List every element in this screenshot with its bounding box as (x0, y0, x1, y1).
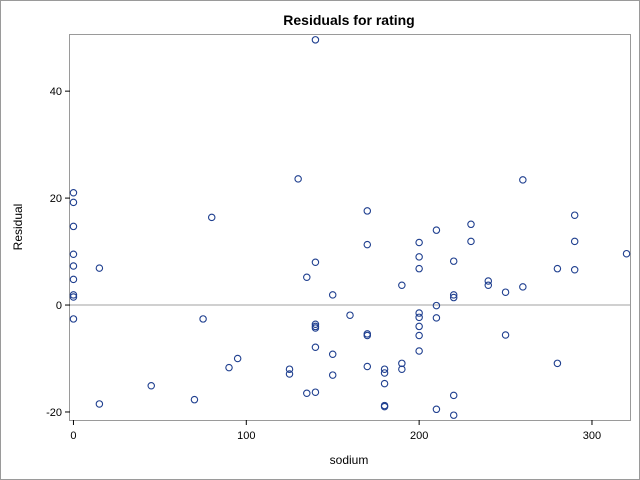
residual-point (303, 273, 311, 281)
residual-point (398, 365, 406, 373)
residual-point (311, 36, 320, 44)
residual-point (311, 343, 320, 352)
residual-point (553, 359, 562, 368)
residual-point (415, 264, 423, 273)
residual-point (95, 264, 104, 272)
residual-point (432, 301, 441, 310)
residual-point (484, 277, 493, 285)
plot-area (69, 34, 631, 421)
residual-point (415, 238, 423, 247)
residual-point (570, 237, 579, 246)
residual-point (294, 175, 302, 183)
x-tick-label: 100 (237, 430, 255, 442)
residual-point (553, 264, 562, 273)
residual-point (570, 211, 579, 219)
residual-point (380, 379, 389, 388)
residual-point (519, 283, 527, 291)
residual-point (415, 313, 423, 322)
residual-point (311, 388, 320, 396)
residual-point (432, 314, 441, 322)
residual-point (311, 324, 320, 332)
residual-point (484, 281, 493, 289)
x-tick-label: 0 (70, 430, 76, 442)
x-tick-label: 300 (583, 430, 601, 442)
residual-point (69, 293, 78, 301)
residual-point (190, 395, 199, 404)
residual-point (328, 371, 337, 379)
x-tick-label: 200 (410, 430, 428, 442)
residual-point (570, 265, 579, 274)
residual-point (415, 322, 423, 331)
residual-point (449, 291, 458, 299)
residual-point (449, 257, 458, 265)
residual-point (199, 315, 207, 323)
residual-point (519, 176, 527, 184)
residual-point (311, 258, 320, 267)
residual-point (69, 198, 78, 207)
residual-point (467, 220, 475, 229)
residual-point (285, 365, 294, 373)
residual-point (380, 369, 389, 377)
residual-point (285, 370, 294, 378)
residual-point (467, 237, 475, 246)
residual-point (363, 362, 372, 371)
y-tick-label: -20 (46, 407, 62, 419)
residual-point (233, 354, 242, 363)
residual-point (69, 315, 78, 323)
residual-point (363, 240, 372, 249)
chart-title: Residuals for rating (283, 12, 414, 28)
residual-point (147, 382, 155, 390)
residual-point (69, 222, 78, 231)
residual-point (449, 411, 458, 419)
y-tick-label: 40 (50, 86, 62, 98)
residual-point (415, 309, 423, 317)
x-axis-label: sodium (330, 453, 369, 467)
residual-point (69, 250, 78, 258)
residual-point (449, 293, 458, 302)
residual-point (303, 389, 311, 398)
residual-point (432, 226, 441, 234)
residual-point (380, 402, 389, 411)
residual-point (69, 275, 78, 284)
residual-point (328, 291, 337, 299)
residual-point (363, 207, 372, 215)
residual-point (501, 288, 510, 296)
residual-point (415, 253, 423, 261)
residual-point (69, 262, 78, 270)
residual-point (225, 363, 233, 372)
residual-point (415, 331, 423, 340)
residual-point (311, 320, 320, 329)
residual-point (622, 249, 631, 258)
residual-point (328, 350, 337, 358)
residual-point (415, 347, 423, 355)
residual-point (95, 400, 104, 408)
y-axis-label: Residual (11, 204, 25, 251)
residual-point (69, 188, 78, 197)
residual-point (207, 213, 216, 222)
y-tick-label: 20 (50, 193, 62, 205)
residual-point (449, 391, 458, 400)
residual-point (69, 291, 78, 299)
residual-point (501, 331, 510, 339)
residual-point (380, 365, 389, 373)
residual-point (346, 311, 354, 319)
residual-point (432, 405, 441, 414)
residual-point (363, 331, 372, 340)
residual-point (398, 281, 406, 289)
y-tick-label: 0 (56, 300, 62, 312)
